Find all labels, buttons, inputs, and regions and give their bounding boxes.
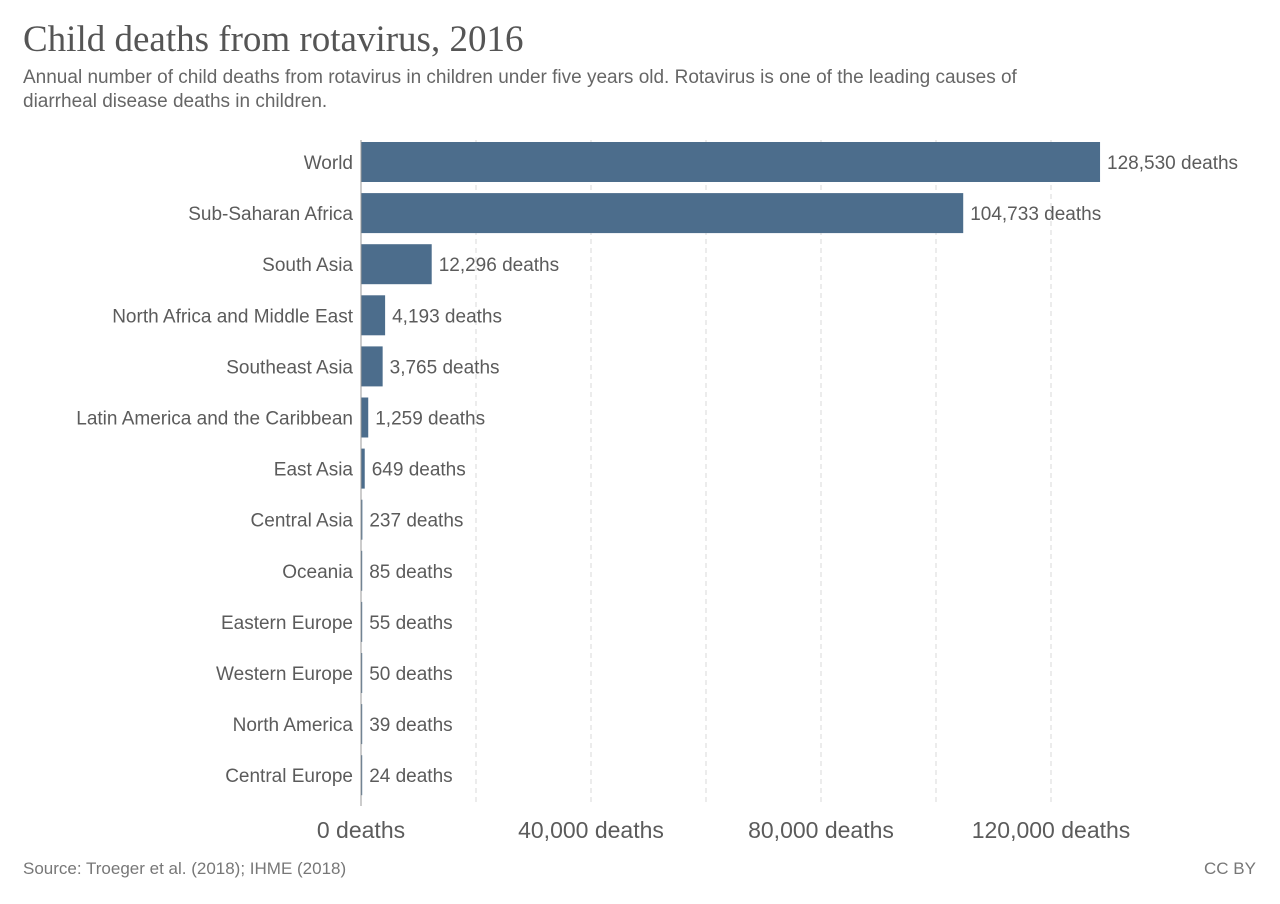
category-label-9: Eastern Europe <box>221 613 353 634</box>
bar-6[interactable] <box>361 448 365 489</box>
value-label-11: 39 deaths <box>369 715 452 736</box>
gridlines <box>475 140 1052 806</box>
bar-10[interactable] <box>361 653 363 693</box>
x-axis: 0 deaths 40,000 deaths 80,000 deaths 120,00… <box>317 140 1130 843</box>
category-label-8: Oceania <box>282 562 353 583</box>
bar-11[interactable] <box>361 704 363 745</box>
bar-4[interactable] <box>361 346 383 387</box>
value-label-5: 1,259 deaths <box>375 409 485 430</box>
bar-1[interactable] <box>361 193 964 234</box>
value-label-1: 104,733 deaths <box>970 204 1101 225</box>
x-tick-label-1: 40,000 deaths <box>518 817 664 843</box>
category-label-12: Central Europe <box>225 766 353 787</box>
x-tick-label-0: 0 deaths <box>317 817 405 843</box>
bar-9[interactable] <box>361 601 363 642</box>
bar-2[interactable] <box>361 244 432 285</box>
category-label-1: Sub-Saharan Africa <box>188 204 353 225</box>
value-label-9: 55 deaths <box>369 613 452 634</box>
value-label-7: 237 deaths <box>369 511 463 532</box>
bar-12[interactable] <box>361 755 363 796</box>
source-note: Source: Troeger et al. (2018); IHME (201… <box>23 859 347 878</box>
category-label-10: Western Europe <box>216 664 353 685</box>
category-label-0: World <box>304 153 353 174</box>
value-label-4: 3,765 deaths <box>390 357 500 378</box>
category-label-5: Latin America and the Caribbean <box>76 409 353 430</box>
value-label-0: 128,530 deaths <box>1107 153 1238 174</box>
license-link[interactable]: CC BY <box>1204 859 1256 878</box>
value-label-10: 50 deaths <box>369 664 452 685</box>
bar-3[interactable] <box>361 295 386 336</box>
value-label-3: 4,193 deaths <box>392 306 502 327</box>
bar-7[interactable] <box>361 499 363 540</box>
category-label-6: East Asia <box>274 460 354 481</box>
bar-8[interactable] <box>361 550 363 591</box>
category-label-3: North Africa and Middle East <box>112 306 354 327</box>
x-tick-label-3: 120,000 deaths <box>972 817 1131 843</box>
value-label-12: 24 deaths <box>369 766 452 787</box>
value-label-8: 85 deaths <box>369 562 452 583</box>
chart-subtitle: Annual number of child deaths from rotav… <box>23 67 1017 112</box>
value-label-6: 649 deaths <box>372 460 466 481</box>
value-label-2: 12,296 deaths <box>439 255 559 276</box>
category-label-2: South Asia <box>262 255 353 276</box>
category-label-11: North America <box>233 715 354 736</box>
chart-title: Child deaths from rotavirus, 2016 <box>23 19 524 60</box>
category-label-7: Central Asia <box>251 511 354 532</box>
category-label-4: Southeast Asia <box>226 357 353 378</box>
bar-5[interactable] <box>361 397 369 438</box>
bar-0[interactable] <box>361 142 1101 182</box>
bars: World 128,530 deaths Sub-Saharan Africa 104… <box>76 142 1238 796</box>
x-tick-label-2: 80,000 deaths <box>748 817 894 843</box>
